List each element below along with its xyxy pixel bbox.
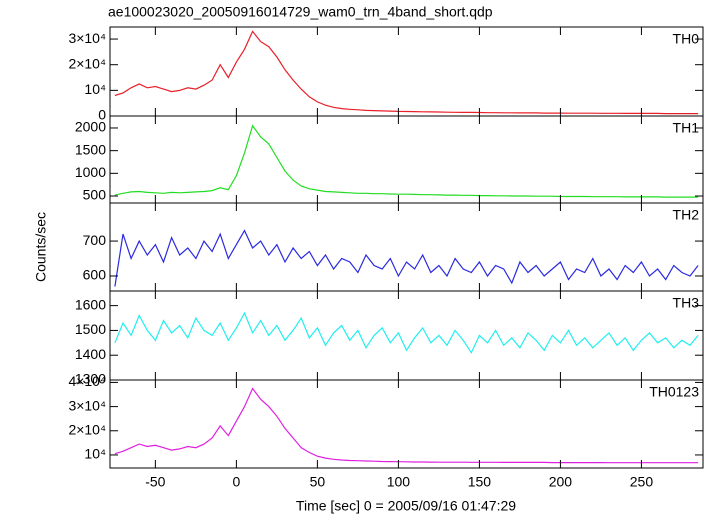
x-tick-label: 150: [468, 474, 492, 490]
data-line: [114, 229, 699, 287]
y-tick-label: 600: [83, 267, 107, 283]
panel-label: TH0: [673, 31, 700, 47]
y-tick-label: 1600: [75, 296, 106, 312]
y-tick-label: 4×10⁴: [68, 373, 106, 389]
x-tick-label: 200: [549, 474, 573, 490]
panel-frame: [109, 202, 704, 292]
data-line: [114, 30, 699, 115]
y-tick-label: 10⁴: [84, 81, 106, 97]
y-tick-label: 1500: [75, 321, 106, 337]
y-tick-label: 1000: [75, 164, 106, 180]
x-tick-label: 100: [387, 474, 411, 490]
panel-frame: [109, 115, 704, 204]
y-tick-label: 1400: [75, 346, 106, 362]
panel-label: TH3: [673, 295, 700, 311]
x-tick-label: 50: [310, 474, 326, 490]
y-tick-label: 2×10⁴: [68, 421, 106, 437]
y-tick-label: 1300: [75, 371, 106, 387]
y-axis-label: Counts/sec: [33, 212, 49, 282]
panel-frame: [109, 379, 704, 469]
y-tick-label: 1500: [75, 141, 106, 157]
x-tick-label: -50: [145, 474, 165, 490]
chart-title: ae100023020_20050916014729_wam0_trn_4ban…: [108, 4, 493, 20]
x-tick-label: 0: [232, 474, 240, 490]
y-tick-label: 2×10⁴: [68, 55, 106, 71]
panel-frame: [109, 290, 704, 381]
y-tick-label: 700: [83, 232, 107, 248]
data-line: [114, 387, 699, 464]
y-tick-label: 500: [83, 187, 107, 203]
panel-label: TH1: [673, 120, 700, 136]
x-tick-label: 250: [630, 474, 654, 490]
x-axis-label: Time [sec] 0 = 2005/09/16 01:47:29: [296, 498, 516, 514]
data-line: [114, 124, 699, 198]
y-tick-label: 10⁴: [84, 446, 106, 462]
data-line: [114, 311, 699, 354]
y-tick-label: 2000: [75, 119, 106, 135]
panel-label: TH2: [673, 207, 700, 223]
panel-label: TH0123: [649, 384, 699, 400]
y-tick-label: 0: [98, 107, 106, 123]
panel-frame: [109, 26, 704, 117]
y-tick-label: 3×10⁴: [68, 30, 106, 46]
y-tick-label: 3×10⁴: [68, 397, 106, 413]
